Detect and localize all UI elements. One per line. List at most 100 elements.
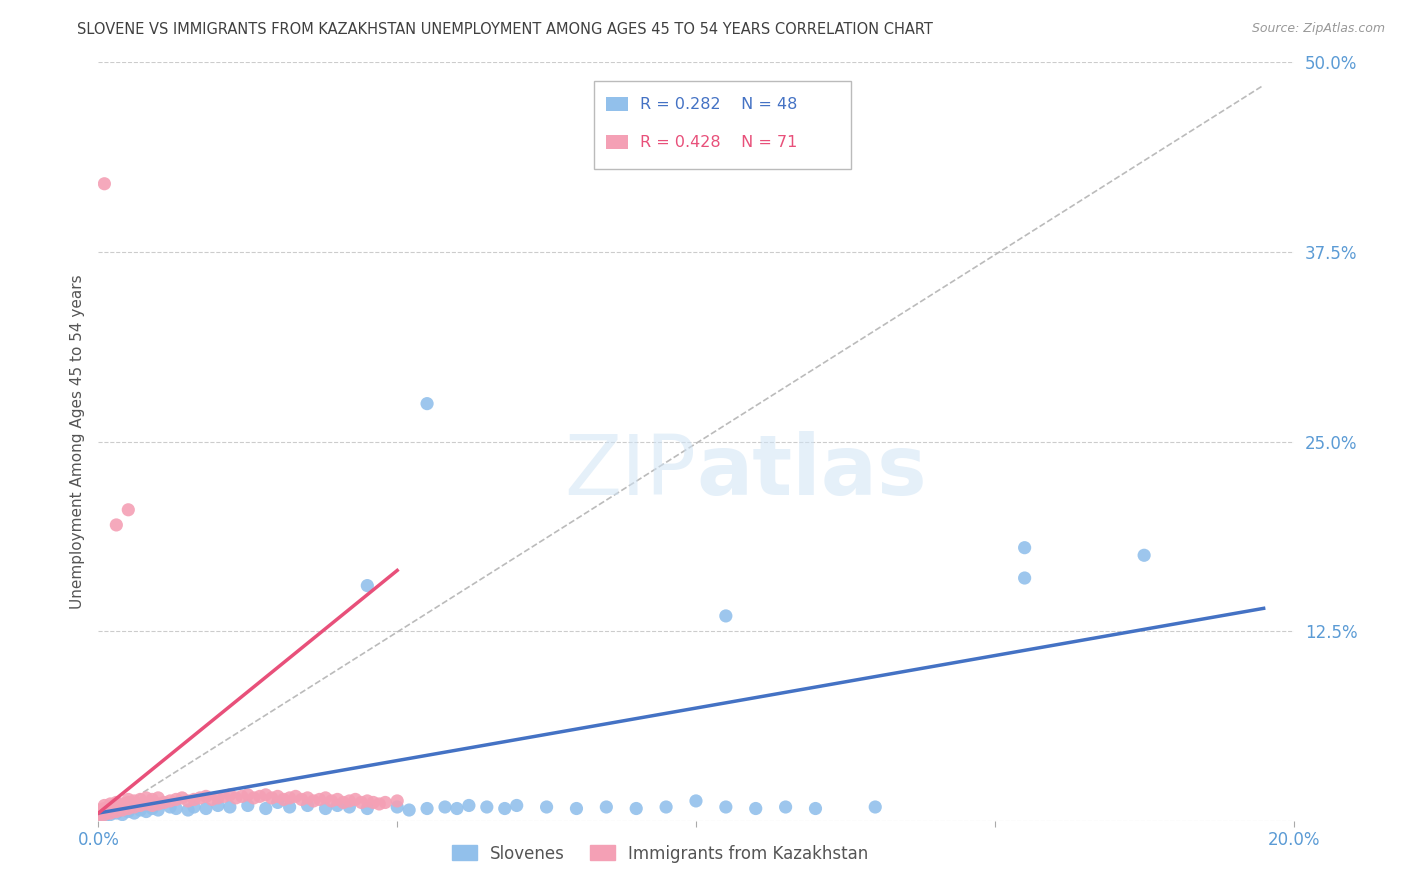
Point	[159, 800, 181, 814]
Point	[1133, 548, 1156, 563]
Point	[356, 579, 378, 593]
Point	[195, 789, 218, 804]
Point	[124, 806, 146, 821]
Text: ZIP: ZIP	[564, 432, 696, 512]
Point	[207, 798, 229, 813]
Text: R = 0.428    N = 71: R = 0.428 N = 71	[640, 135, 797, 150]
Point	[117, 801, 139, 815]
Point	[124, 794, 146, 808]
Point	[385, 794, 409, 808]
Point	[302, 794, 325, 808]
Point	[98, 800, 122, 814]
Point	[195, 801, 218, 815]
Point	[267, 789, 290, 804]
Point	[165, 801, 187, 815]
Point	[356, 794, 378, 808]
Point	[506, 798, 529, 813]
Point	[201, 792, 224, 806]
Point	[315, 791, 337, 805]
Point	[374, 796, 396, 810]
Point	[267, 796, 290, 810]
Point	[98, 806, 122, 821]
Point	[434, 800, 457, 814]
Point	[87, 803, 110, 817]
FancyBboxPatch shape	[595, 81, 852, 169]
Point	[87, 806, 110, 821]
Point	[278, 791, 301, 805]
Point	[475, 800, 498, 814]
Point	[93, 807, 115, 822]
Point	[416, 801, 439, 815]
Legend: Slovenes, Immigrants from Kazakhstan: Slovenes, Immigrants from Kazakhstan	[446, 838, 875, 869]
Point	[117, 503, 139, 517]
Point	[219, 800, 242, 814]
Point	[278, 800, 301, 814]
Point	[249, 789, 271, 804]
Point	[105, 798, 128, 813]
Point	[141, 792, 163, 806]
Point	[183, 792, 205, 806]
Point	[117, 798, 139, 813]
Point	[321, 794, 343, 808]
Point	[326, 798, 349, 813]
Point	[207, 791, 229, 805]
Point	[129, 798, 152, 813]
Point	[595, 800, 617, 814]
Point	[117, 792, 139, 806]
Point	[804, 801, 827, 815]
Point	[141, 801, 163, 815]
Point	[775, 800, 797, 814]
Point	[117, 796, 139, 810]
Point	[129, 792, 152, 806]
Point	[297, 798, 319, 813]
Point	[141, 798, 163, 813]
Point	[254, 788, 277, 802]
Point	[172, 791, 194, 805]
Point	[135, 791, 157, 805]
Point	[536, 800, 558, 814]
Point	[494, 801, 516, 815]
Point	[111, 807, 134, 822]
Point	[98, 797, 122, 811]
Point	[315, 801, 337, 815]
Point	[148, 803, 170, 817]
Point	[111, 800, 134, 814]
Point	[297, 791, 319, 805]
Point	[105, 796, 128, 810]
Point	[565, 801, 588, 815]
Point	[254, 801, 277, 815]
Point	[188, 791, 211, 805]
Point	[98, 803, 122, 817]
Point	[93, 805, 115, 819]
Text: R = 0.282    N = 48: R = 0.282 N = 48	[640, 96, 797, 112]
Point	[350, 796, 373, 810]
Text: Source: ZipAtlas.com: Source: ZipAtlas.com	[1251, 22, 1385, 36]
Point	[385, 800, 409, 814]
Point	[260, 791, 283, 805]
Point	[177, 794, 200, 808]
Point	[332, 796, 354, 810]
Point	[148, 791, 170, 805]
Point	[339, 800, 361, 814]
Point	[93, 809, 115, 823]
Point	[135, 797, 157, 811]
Point	[124, 800, 146, 814]
Point	[458, 798, 481, 813]
Point	[165, 792, 187, 806]
Point	[243, 791, 266, 805]
Point	[93, 801, 115, 815]
Point	[148, 797, 170, 811]
Point	[93, 798, 115, 813]
Point	[714, 800, 737, 814]
FancyBboxPatch shape	[606, 136, 628, 149]
Point	[117, 805, 139, 819]
Point	[105, 801, 128, 815]
Point	[339, 794, 361, 808]
Point	[368, 797, 391, 811]
Point	[231, 789, 253, 804]
Point	[356, 801, 378, 815]
Point	[626, 801, 648, 815]
Point	[446, 801, 468, 815]
Point	[291, 792, 314, 806]
Point	[159, 794, 181, 808]
